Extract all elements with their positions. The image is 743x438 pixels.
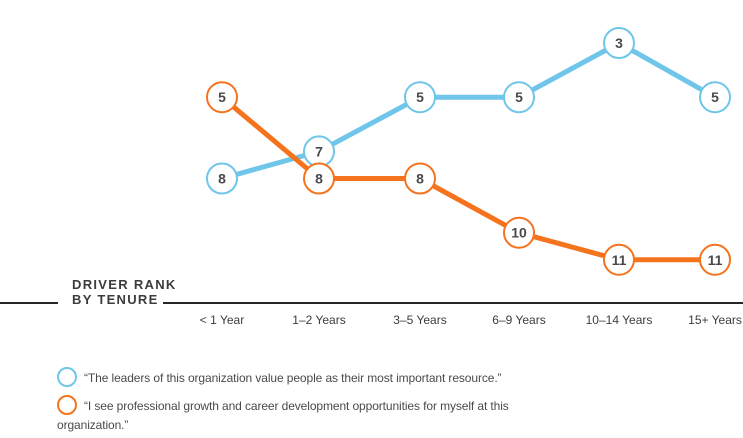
data-point-value: 8 [416, 171, 424, 187]
legend-item-label: “I see professional growth and career de… [57, 399, 509, 432]
data-point-value: 5 [515, 89, 523, 105]
data-point-circle [603, 27, 635, 59]
data-point-circle [503, 216, 535, 249]
data-point-series1-1: 8 [303, 162, 335, 195]
legend-item-label: “The leaders of this organization value … [84, 371, 502, 385]
x-axis-label-3: 6–9 Years [492, 313, 546, 327]
data-point-value: 10 [511, 225, 527, 241]
data-point-value: 5 [218, 89, 226, 105]
data-point-value: 11 [708, 252, 723, 268]
legend: “The leaders of this organization value … [57, 367, 577, 438]
data-point-series1-3: 10 [503, 216, 535, 249]
data-point-series0-4: 3 [603, 27, 635, 59]
data-point-value: 3 [615, 35, 623, 51]
axis-rule-left [0, 302, 58, 304]
legend-marker-circle-icon [57, 367, 77, 387]
x-axis-label-2: 3–5 Years [393, 313, 447, 327]
axis-title-line1: DRIVER RANK [72, 277, 177, 292]
data-point-series0-3: 5 [503, 81, 535, 114]
data-point-value: 7 [315, 143, 323, 159]
data-point-circle [404, 162, 436, 195]
data-point-circle [206, 162, 238, 195]
data-point-series0-1: 7 [303, 135, 335, 168]
data-point-value: 11 [612, 252, 627, 268]
series-line-0 [221, 40, 717, 181]
axis-title: DRIVER RANK BY TENURE [72, 277, 177, 307]
axis-rule-right [163, 302, 743, 304]
data-point-series1-0: 5 [206, 81, 238, 114]
x-axis-label-4: 10–14 Years [585, 313, 653, 327]
data-point-series1-2: 8 [404, 162, 436, 195]
data-point-series0-0: 8 [206, 162, 238, 195]
axis-title-line2: BY TENURE [72, 292, 159, 307]
data-point-circle [206, 81, 238, 114]
data-point-value: 8 [218, 171, 226, 187]
data-point-circle [699, 81, 731, 114]
legend-marker-circle-icon [57, 395, 77, 415]
data-point-circle [503, 81, 535, 114]
x-axis-label-5: 15+ Years [688, 313, 742, 327]
x-axis-label-0: < 1 Year [199, 313, 245, 327]
data-point-series0-5: 5 [699, 81, 731, 114]
data-point-circle [404, 81, 436, 114]
data-point-circle [603, 243, 635, 276]
legend-item-0: “The leaders of this organization value … [57, 367, 577, 388]
series-line-1 [220, 95, 715, 263]
data-point-circle [303, 162, 335, 195]
line-chart-plot-area: 8 7 5 5 3 5 5 8 8 10 11 11 [206, 27, 731, 276]
data-point-value: 5 [416, 89, 424, 105]
data-point-value: 5 [711, 89, 719, 105]
data-point-value: 8 [315, 171, 323, 187]
legend-item-1: “I see professional growth and career de… [57, 395, 577, 435]
data-point-series1-5: 11 [699, 243, 731, 276]
data-point-series0-2: 5 [404, 81, 436, 114]
data-point-circle [699, 243, 731, 276]
data-point-series1-4: 11 [603, 243, 635, 276]
x-axis-label-1: 1–2 Years [292, 313, 346, 327]
